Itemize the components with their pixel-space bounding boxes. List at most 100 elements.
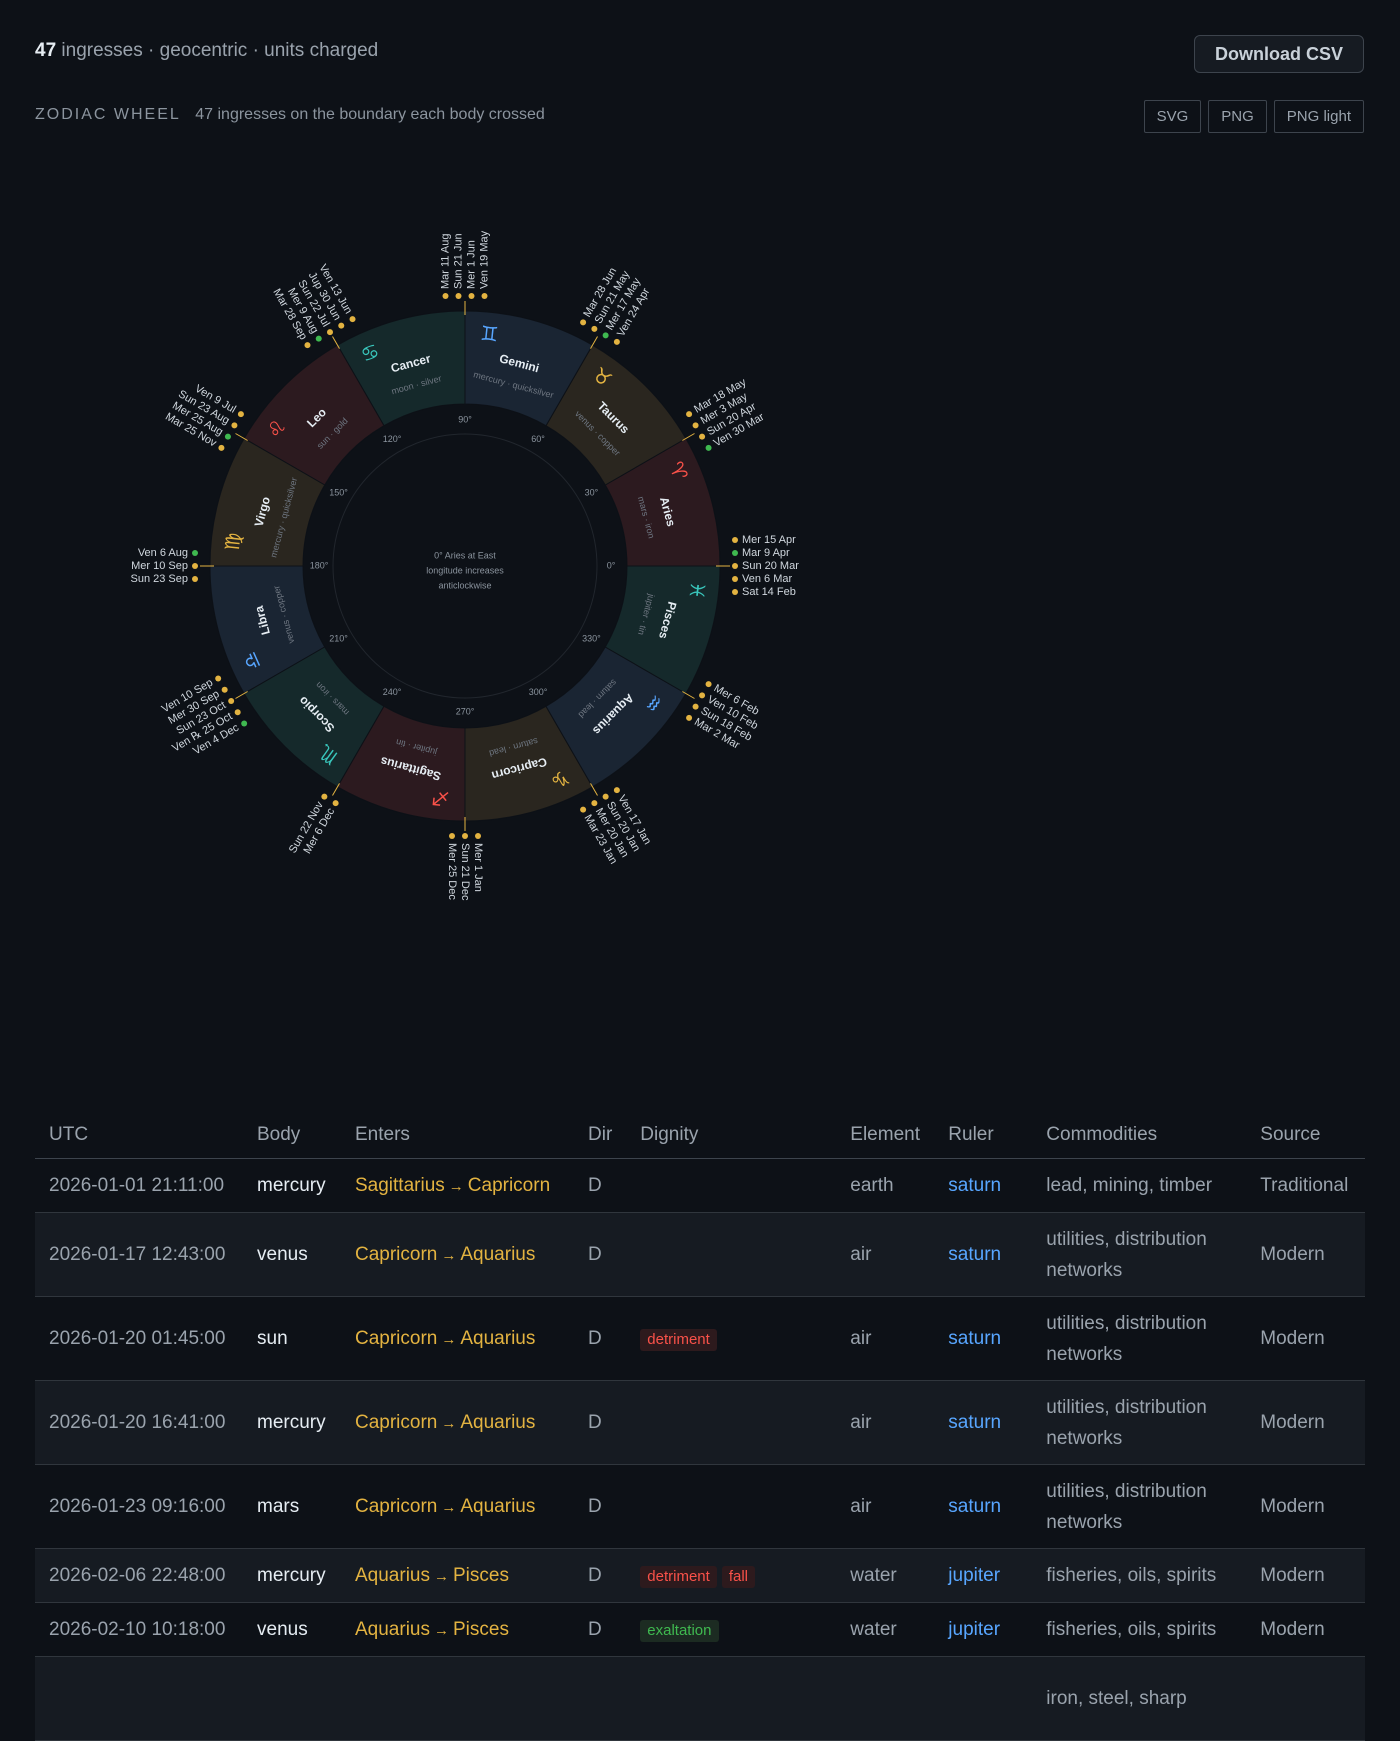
cell-element: earth (836, 1158, 935, 1213)
ingress-dot (481, 293, 488, 299)
col-body[interactable]: Body (243, 1112, 341, 1159)
cell-commodities: utilities, distribution networks (1032, 1464, 1247, 1549)
table-row[interactable]: iron, steel, sharp (35, 1656, 1365, 1741)
boundary-tick (235, 691, 248, 699)
cell-ruler[interactable]: saturn (934, 1296, 1033, 1381)
ingress-dot (580, 319, 587, 326)
cell-body: mercury (243, 1158, 341, 1213)
boundary-tick (332, 336, 340, 349)
cell-dir: D (574, 1296, 627, 1381)
cell-source: Modern (1246, 1602, 1365, 1657)
ingress-label: Mer 15 Apr (742, 534, 796, 546)
download-csv-button[interactable]: Download CSV (1194, 35, 1364, 73)
table-row[interactable]: 2026-01-20 01:45:00 sun Capricorn → Aquarius… (35, 1296, 1365, 1381)
ingress-label: Sun 23 Sep (131, 573, 189, 585)
sign-glyph-icon: ♓ (684, 580, 710, 600)
table-row[interactable]: 2026-01-23 09:16:00 mars Capricorn → Aquariu… (35, 1464, 1365, 1549)
from-sign: Capricorn (355, 1327, 438, 1349)
from-sign: Capricorn (355, 1411, 438, 1433)
ingress-dot (686, 411, 693, 418)
ingress-label: Mer 1 Jun (465, 240, 477, 289)
to-sign: Capricorn (467, 1174, 551, 1196)
ingress-label: Ven 6 Aug (138, 547, 188, 559)
export-png-button[interactable]: PNG (1208, 100, 1267, 133)
cell-source: Modern (1246, 1380, 1365, 1465)
from-sign: Sagittarius (355, 1174, 445, 1196)
cell-ruler[interactable]: jupiter (934, 1548, 1033, 1603)
cell-ruler[interactable]: saturn (934, 1158, 1033, 1213)
col-enters[interactable]: Enters (341, 1112, 574, 1159)
col-element[interactable]: Element (836, 1112, 935, 1159)
cell-commodities: utilities, distribution networks (1032, 1212, 1247, 1297)
to-sign: Pisces (453, 1564, 509, 1586)
cell-enters: Aquarius → Pisces (341, 1602, 574, 1657)
table-row[interactable]: 2026-01-17 12:43:00 venus Capricorn → Aquari… (35, 1212, 1365, 1297)
col-ruler[interactable]: Ruler (934, 1112, 1033, 1159)
arrow-right-icon: → (434, 1621, 449, 1639)
ingress-dot (699, 433, 706, 440)
sign-glyph-icon: ♍ (220, 531, 246, 551)
col-commodities[interactable]: Commodities (1032, 1112, 1247, 1159)
cell-commodities: fisheries, oils, spirits (1032, 1602, 1247, 1657)
ingress-dot (349, 316, 356, 323)
cell-dignity (626, 1212, 837, 1297)
cell-enters: Capricorn → Aquarius (341, 1380, 574, 1465)
table-row[interactable]: 2026-01-01 21:11:00 mercury Sagittarius → Ca… (35, 1158, 1365, 1213)
ingress-dot (686, 714, 693, 721)
ingress-dot (591, 325, 598, 332)
from-sign: Aquarius (355, 1564, 430, 1586)
ingress-label: Sun 21 Jun (452, 233, 464, 289)
ingress-dot (338, 322, 345, 329)
cell-body: venus (243, 1212, 341, 1297)
wheel-heading: ZODIAC WHEEL 47 ingresses on the boundar… (35, 106, 545, 124)
export-png-light-button[interactable]: PNG light (1273, 100, 1364, 133)
table-row[interactable]: 2026-02-10 10:18:00 venus Aquarius → Pisces D… (35, 1602, 1365, 1657)
table-row[interactable]: 2026-01-20 16:41:00 mercury Capricorn → Aqua… (35, 1380, 1365, 1465)
wheel-section-subtitle: 47 ingresses on the boundary each body c… (195, 106, 545, 123)
ingress-dot (192, 576, 198, 582)
degree-label: 330° (582, 633, 601, 643)
wheel-section-label: ZODIAC WHEEL (35, 106, 181, 123)
arrow-right-icon: → (441, 1498, 457, 1516)
export-svg-button[interactable]: SVG (1143, 100, 1202, 133)
cell-ruler[interactable]: saturn (934, 1464, 1033, 1549)
cell-commodities: lead, mining, timber (1032, 1158, 1247, 1213)
degree-label: 60° (531, 434, 545, 444)
ingress-dot (315, 335, 322, 342)
col-dir[interactable]: Dir (574, 1112, 627, 1159)
degree-label: 150° (329, 487, 348, 497)
from-sign: Capricorn (355, 1495, 438, 1517)
ingress-dot (732, 576, 738, 582)
cell-ruler[interactable]: saturn (934, 1212, 1033, 1297)
cell-utc (35, 1656, 243, 1741)
ingress-dot (192, 550, 198, 556)
ingress-label: Sat 14 Feb (742, 586, 796, 598)
table-row[interactable]: 2026-02-06 22:48:00 mercury Aquarius → Pisce… (35, 1548, 1365, 1603)
dignity-badge: exaltation (640, 1620, 719, 1642)
center-note: longitude increases (426, 565, 504, 575)
boundary-tick (682, 691, 695, 699)
arrow-right-icon: → (441, 1330, 457, 1348)
ingress-dot (228, 698, 235, 704)
cell-enters: Sagittarius → Capricorn (341, 1158, 574, 1213)
ingress-dot (304, 342, 311, 349)
export-buttons: SVG PNG PNG light (1143, 100, 1364, 133)
ingress-dot (224, 433, 231, 440)
cell-ruler[interactable]: saturn (934, 1380, 1033, 1465)
cell-ruler[interactable]: jupiter (934, 1602, 1033, 1657)
center-note: anticlockwise (438, 580, 491, 590)
col-source[interactable]: Source (1246, 1112, 1365, 1159)
col-dignity[interactable]: Dignity (626, 1112, 837, 1159)
degree-label: 90° (458, 414, 472, 424)
ingress-label: Mer 25 Dec (446, 843, 458, 900)
ingress-dot (602, 793, 609, 800)
dignity-badge: fall (721, 1566, 755, 1588)
cell-ruler[interactable] (934, 1656, 1033, 1741)
ingress-dot (468, 293, 475, 299)
cell-source: Modern (1246, 1212, 1365, 1297)
col-utc[interactable]: UTC (35, 1112, 243, 1159)
cell-body (243, 1656, 341, 1741)
ingress-dot (613, 338, 620, 345)
cell-dignity (626, 1464, 837, 1549)
